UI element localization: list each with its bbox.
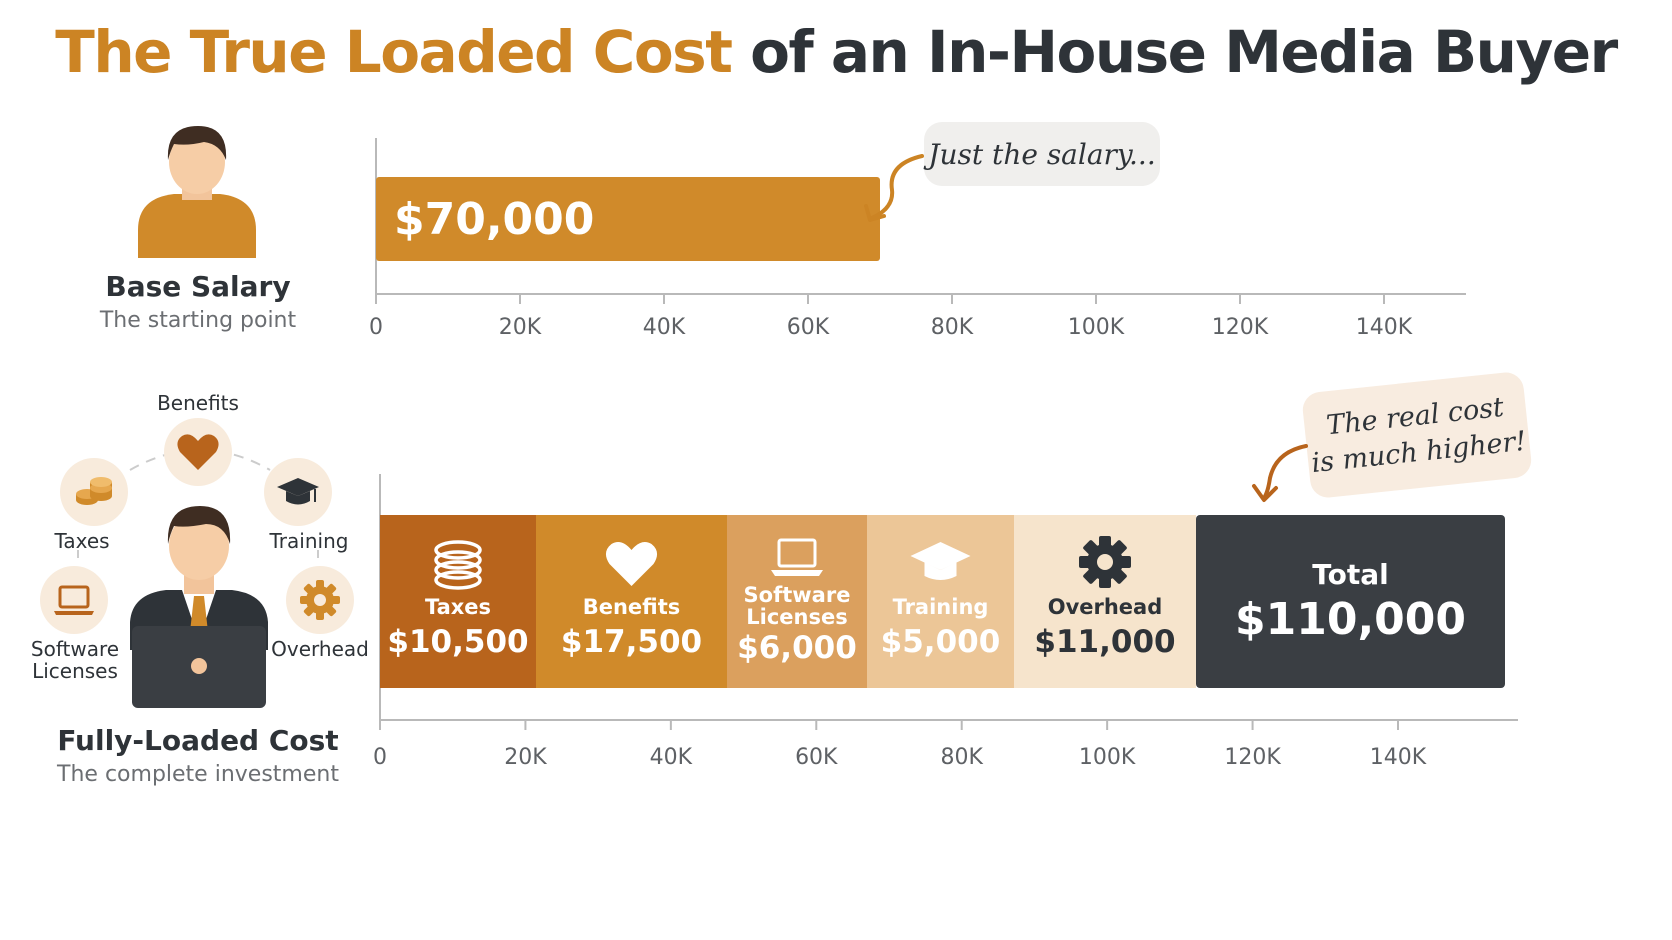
orbit-label-taxes: Taxes <box>54 529 110 553</box>
segment-name-line: Licenses <box>746 605 847 629</box>
segment-value-label: $5,000 <box>881 624 1001 660</box>
x-tick-label: 80K <box>931 315 974 340</box>
title-accent: The True Loaded Cost <box>55 18 733 86</box>
segment-benefits: Benefits $17,500 <box>536 515 727 688</box>
orbit-label-software-text: Software Licenses <box>30 637 120 683</box>
x-tick-label: 20K <box>504 745 547 770</box>
x-tick-label: 0 <box>373 745 387 770</box>
heart-shape <box>605 542 658 586</box>
x-tick-label: 140K <box>1356 315 1413 340</box>
orbit-label-software: Software Licenses <box>20 638 130 682</box>
base-salary-caption-subtitle: The starting point <box>99 308 297 333</box>
worker-laptop-icon <box>130 506 268 708</box>
loaded-cost-caption-title: Fully-Loaded Cost <box>57 724 339 757</box>
laptop-icon <box>54 585 94 615</box>
coin <box>434 560 482 580</box>
coins-icon <box>76 477 112 505</box>
x-tick-label: 40K <box>650 745 693 770</box>
x-tick-label: 40K <box>643 315 686 340</box>
orbit-label-benefits: Benefits <box>157 391 239 415</box>
segment-value-label: $11,000 <box>1034 624 1175 660</box>
x-tick-label: 100K <box>1068 315 1125 340</box>
segment-value-label: $10,500 <box>387 624 528 660</box>
x-tick-label: 100K <box>1079 745 1136 770</box>
segment-total: Total$110,000 <box>1196 515 1505 688</box>
coin <box>434 540 482 560</box>
segment-taxes: Taxes $10,500 <box>380 515 536 688</box>
page-title: The True Loaded Cost of an In-House Medi… <box>0 18 1672 86</box>
heart-icon <box>605 542 658 586</box>
x-tick-label: 140K <box>1370 745 1427 770</box>
segment-value-label: $17,500 <box>561 624 702 660</box>
laptop-screen <box>777 538 817 568</box>
segment-name: Training <box>893 595 989 619</box>
real-cost-arrow-icon <box>1252 444 1308 502</box>
x-tick-label: 120K <box>1212 315 1269 340</box>
bar-segment <box>727 515 867 688</box>
total-name: Total <box>1312 558 1389 591</box>
segment-name: Overhead <box>1048 595 1163 619</box>
segment-name: Taxes <box>425 595 491 619</box>
x-tick-label: 0 <box>369 315 383 340</box>
laptop-icon <box>771 538 823 576</box>
gear-icon <box>1079 536 1131 588</box>
orbit-taxes <box>60 458 128 526</box>
coin <box>434 550 482 570</box>
x-tick-label: 60K <box>787 315 830 340</box>
base-salary-caption-title: Base Salary <box>105 270 291 303</box>
bar-segment <box>536 515 727 688</box>
loaded-cost-caption-subtitle: The complete investment <box>57 762 339 787</box>
salary-callout-arrow-icon <box>864 154 924 222</box>
orbit-benefits <box>164 418 232 486</box>
laptop-base <box>771 570 823 576</box>
segment-training: Training $5,000 <box>867 515 1014 688</box>
x-tick-label: 80K <box>941 745 984 770</box>
segment-value-label: $6,000 <box>737 630 857 666</box>
coins-icon <box>434 540 482 590</box>
person-icon <box>138 126 256 258</box>
bar-total <box>1196 515 1505 688</box>
x-tick-label: 60K <box>795 745 838 770</box>
orbit-training <box>264 458 332 526</box>
gear-icon <box>300 580 340 620</box>
bar-segment <box>380 515 536 688</box>
segment-name-line: Software <box>744 583 851 607</box>
graduation-cap-icon <box>910 542 971 580</box>
orbit-overhead <box>286 566 354 634</box>
bar-label-base-salary: $70,000 <box>394 194 594 245</box>
orbit-label-overhead: Overhead <box>271 637 369 661</box>
title-rest: of an In-House Media Buyer <box>750 18 1618 86</box>
segment-overhead: Overhead $11,000 <box>1014 515 1196 688</box>
total-value-label: $110,000 <box>1235 594 1466 645</box>
orbit-software <box>40 566 108 634</box>
salary-callout: Just the salary... <box>924 122 1160 186</box>
cap-base <box>924 562 957 580</box>
coin <box>434 570 482 590</box>
x-tick-label: 120K <box>1224 745 1281 770</box>
gear-hole <box>1097 554 1113 570</box>
orbit-label-training: Training <box>269 529 349 553</box>
bar-base-salary <box>376 177 880 261</box>
heart-icon <box>177 434 219 470</box>
graduation-cap-icon <box>277 478 319 505</box>
salary-callout-text: Just the salary... <box>928 137 1156 171</box>
x-tick-label: 20K <box>499 315 542 340</box>
segment-name: Benefits <box>583 595 681 619</box>
